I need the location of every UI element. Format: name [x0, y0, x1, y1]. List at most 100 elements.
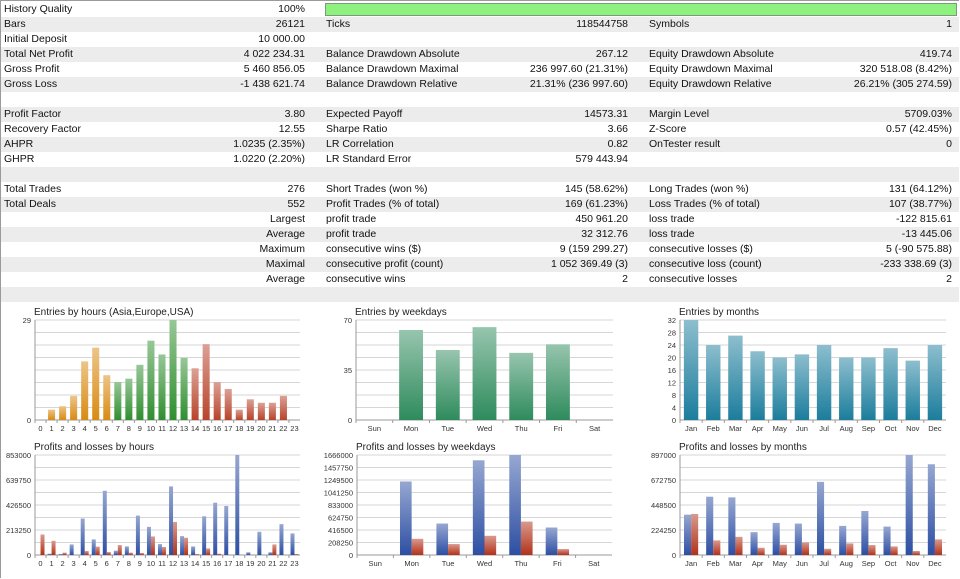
profit-bar [772, 522, 780, 555]
entries-bar [59, 406, 67, 420]
stat-label: GHPR [4, 153, 35, 165]
y-tick-label: 0 [672, 416, 676, 425]
stat-label: consecutive loss (count) [649, 258, 762, 270]
x-tick-label: Apr [752, 424, 764, 433]
x-tick-label: Apr [752, 559, 764, 568]
stat-value: 14573.31 [584, 108, 628, 120]
y-tick-label: 448500 [651, 501, 676, 510]
stat-value: 145 (58.62%) [564, 183, 628, 195]
stat-label: Long Trades (won %) [649, 183, 749, 195]
x-tick-label: 3 [72, 424, 76, 433]
y-tick-label: 28 [668, 329, 676, 338]
y-tick-label: 416500 [328, 526, 353, 535]
loss-bar [150, 536, 155, 555]
y-tick-label: 853000 [6, 451, 31, 460]
x-tick-label: 22 [279, 559, 287, 568]
profit-bar [545, 527, 558, 555]
x-tick-label: 15 [202, 559, 210, 568]
y-tick-label: 0 [672, 551, 676, 560]
x-tick-label: 12 [169, 424, 177, 433]
profit-bar [257, 531, 262, 555]
profit-bar [169, 486, 174, 555]
y-tick-label: 0 [27, 416, 31, 425]
loss-bar [713, 540, 721, 555]
table-row: Profit Factor 3.80 Expected Payoff 14573.31… [1, 107, 959, 122]
x-tick-label: 4 [83, 424, 87, 433]
stat-label: Initial Deposit [4, 33, 68, 45]
stat-value: 1.0235 (2.35%) [233, 138, 305, 150]
stat-value: 0.57 (42.45%) [886, 123, 952, 135]
profit-bar [706, 496, 714, 555]
entries-bar [839, 357, 854, 420]
x-tick-label: 10 [147, 424, 155, 433]
x-tick-label: 9 [138, 559, 142, 568]
stat-label: Profit Trades (% of total) [326, 198, 440, 210]
table-row: GHPR 1.0220 (2.20%) LR Standard Error 579 4… [1, 152, 959, 167]
stat-value: 419.74 [919, 48, 952, 60]
x-tick-label: 5 [94, 424, 98, 433]
x-tick-label: Sun [368, 424, 381, 433]
x-tick-label: Sep [862, 424, 875, 433]
x-tick-label: 15 [202, 424, 210, 433]
table-row: Largest profit trade 450 961.20 loss trade -… [1, 212, 959, 227]
entries-bar [114, 382, 122, 420]
entries-bar [883, 348, 898, 420]
profit-bar [80, 518, 85, 555]
stat-value: 236 997.60 (21.31%) [529, 63, 628, 75]
x-tick-label: 11 [158, 424, 166, 433]
table-row: Total Trades 276 Short Trades (won %) 145 (… [1, 182, 959, 197]
stat-label: consecutive losses ($) [649, 243, 753, 255]
entries-bar [224, 388, 232, 420]
stat-value: 1.0220 (2.20%) [233, 153, 305, 165]
x-tick-label: 5 [94, 559, 98, 568]
x-tick-label: 22 [279, 424, 287, 433]
chart-title: Profits and losses by months [679, 442, 807, 453]
loss-bar [173, 521, 177, 555]
stat-value: 12.55 [278, 123, 305, 135]
stat-value: -122 815.61 [895, 213, 952, 225]
x-tick-label: 17 [224, 424, 232, 433]
x-tick-label: Sat [589, 424, 601, 433]
y-tick-label: 32 [668, 316, 676, 325]
x-tick-label: 20 [257, 424, 265, 433]
entries-bar [279, 395, 287, 420]
history-quality-fill [326, 4, 956, 15]
x-tick-label: Sat [588, 559, 600, 568]
x-tick-label: 12 [169, 559, 177, 568]
entries-bar [48, 409, 56, 420]
stat-value: 107 (38.77%) [888, 198, 952, 210]
x-tick-label: Wed [477, 424, 492, 433]
profit-bar [202, 516, 207, 555]
x-tick-label: Jul [819, 424, 829, 433]
x-tick-label: 4 [83, 559, 87, 568]
y-tick-label: 672750 [651, 476, 676, 485]
y-tick-label: 24 [668, 341, 676, 350]
x-tick-label: 19 [246, 424, 254, 433]
stat-label: Recovery Factor [4, 123, 82, 135]
stat-value: 1 [946, 18, 952, 30]
x-tick-label: Oct [885, 559, 898, 568]
x-tick-label: Aug [840, 559, 853, 568]
entries-bar [861, 357, 876, 420]
stat-value: 32 312.76 [581, 228, 628, 240]
x-tick-label: 14 [191, 559, 199, 568]
stat-value: 0.82 [607, 138, 628, 150]
x-tick-label: 7 [116, 424, 120, 433]
profit-bar [816, 481, 825, 555]
stat-label: consecutive losses [649, 273, 738, 285]
stat-value: -13 445.06 [901, 228, 952, 240]
x-tick-label: Jul [819, 559, 829, 568]
loss-bar [84, 551, 89, 555]
x-tick-label: 16 [213, 424, 221, 433]
stat-value: 5709.03% [904, 108, 952, 120]
chart-title: Entries by months [679, 307, 759, 318]
stat-value: 5 460 856.05 [243, 63, 305, 75]
loss-bar [757, 547, 765, 555]
y-tick-label: 20 [668, 354, 676, 363]
y-tick-label: 1457750 [324, 464, 353, 473]
entries-bar [399, 330, 424, 420]
loss-bar [448, 544, 460, 555]
chart-title: Entries by weekdays [355, 307, 447, 318]
profit-bar [235, 455, 240, 555]
table-row: Average profit trade 32 312.76 loss trade -1… [1, 227, 959, 242]
